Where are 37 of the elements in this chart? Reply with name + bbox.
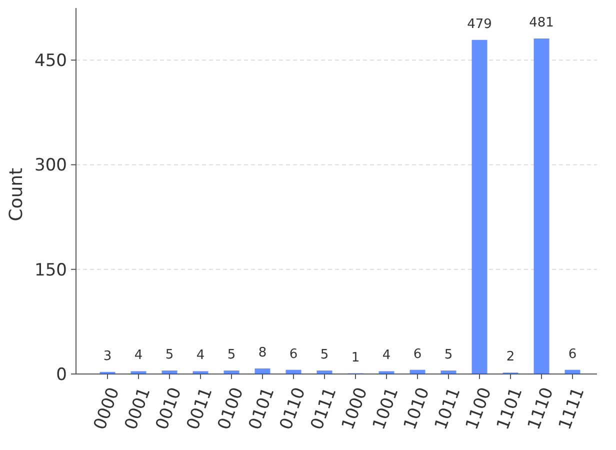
- x-tick-label: 0110: [276, 384, 310, 432]
- x-tick-label: 0100: [214, 384, 248, 432]
- x-tick-label: 1111: [555, 384, 589, 432]
- data-label: 6: [413, 346, 422, 362]
- data-label: 2: [506, 350, 515, 365]
- data-label: 4: [196, 348, 205, 364]
- data-label: 6: [289, 346, 298, 362]
- x-tick-label: 1010: [400, 384, 434, 432]
- data-label: 5: [444, 348, 453, 363]
- y-axis-title: Count: [6, 168, 27, 222]
- data-label: 8: [258, 345, 267, 360]
- x-tick-label: 0101: [245, 384, 279, 432]
- data-label: 481: [529, 15, 554, 30]
- data-label: 5: [227, 348, 236, 363]
- x-tick-label: 0000: [90, 384, 124, 432]
- x-tick-label: 1101: [493, 384, 527, 432]
- x-tick-label: 0001: [121, 384, 155, 432]
- x-tick-label: 1100: [462, 384, 496, 432]
- data-label: 1: [351, 350, 360, 366]
- y-tick-label: 150: [34, 260, 67, 280]
- x-tick-label: 1000: [338, 384, 372, 432]
- data-label: 4: [382, 348, 391, 364]
- x-tick-label: 1110: [524, 384, 558, 432]
- x-tick-label: 1001: [369, 384, 403, 432]
- data-label: 479: [467, 16, 492, 32]
- data-label: 3: [103, 348, 112, 364]
- x-tick-label: 0011: [183, 384, 217, 432]
- data-label: 4: [134, 348, 143, 364]
- x-tick-label: 0111: [307, 384, 341, 432]
- x-tick-label: 1011: [431, 384, 465, 432]
- y-tick-label: 450: [34, 51, 67, 72]
- y-tick-label: 300: [34, 156, 67, 176]
- x-tick-label: 0010: [152, 384, 186, 432]
- data-label: 6: [568, 346, 577, 362]
- y-tick-label: 0: [56, 364, 67, 385]
- data-label: 5: [320, 348, 329, 363]
- data-label: 5: [165, 348, 174, 363]
